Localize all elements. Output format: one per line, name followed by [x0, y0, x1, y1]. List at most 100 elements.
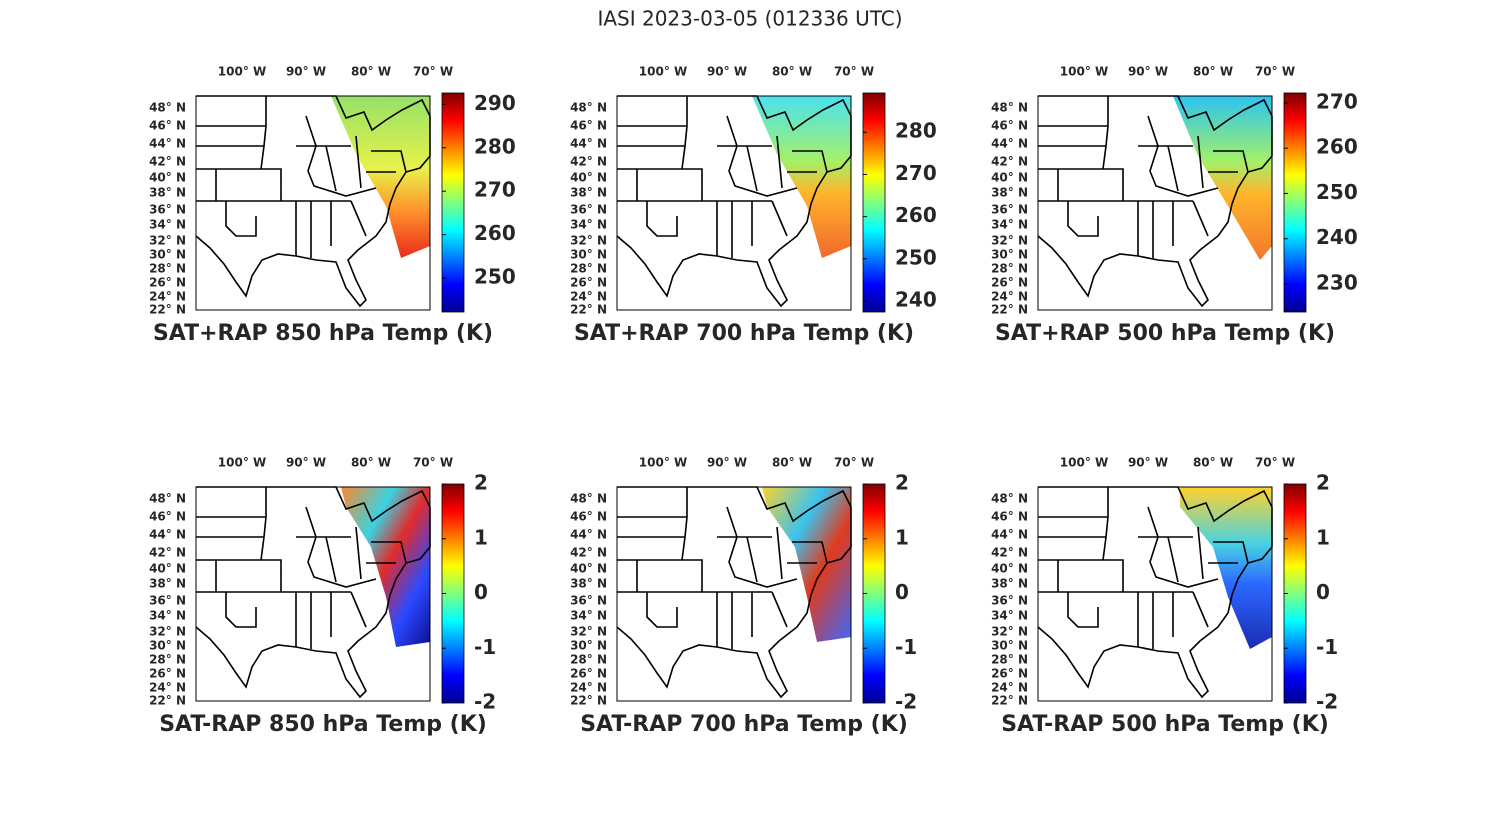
lat-label: 42° N	[991, 546, 1028, 560]
lat-label: 28° N	[570, 653, 607, 667]
panel-title: SAT+RAP 500 hPa Temp (K)	[995, 321, 1335, 346]
map-frame	[616, 486, 852, 702]
map-panel: 100° W 90° W 80° W 70° W 48° N 46° N 44° N 42° …	[991, 456, 1338, 738]
satellite-swath	[752, 96, 851, 258]
lon-label: 70° W	[1255, 65, 1295, 79]
lon-label: 100° W	[639, 65, 687, 79]
lat-label: 40° N	[991, 562, 1028, 576]
colorbar-tick-label: 270	[1316, 89, 1358, 113]
lat-label: 36° N	[149, 203, 186, 217]
lat-label: 32° N	[570, 234, 607, 248]
lon-label: 90° W	[707, 456, 747, 470]
colorbar-tick-label: 1	[474, 525, 488, 549]
map-frame	[616, 95, 852, 311]
lat-label: 26° N	[570, 667, 607, 681]
lon-label: 100° W	[1060, 456, 1108, 470]
lon-label: 70° W	[834, 456, 874, 470]
lat-label: 40° N	[570, 562, 607, 576]
lat-label: 42° N	[570, 546, 607, 560]
panel-title: SAT-RAP 850 hPa Temp (K)	[159, 712, 487, 737]
lon-label: 80° W	[1193, 456, 1233, 470]
lat-label: 48° N	[149, 492, 186, 506]
lat-label: 40° N	[570, 171, 607, 185]
lat-label: 26° N	[991, 276, 1028, 290]
lat-label: 22° N	[991, 303, 1028, 317]
lat-label: 48° N	[570, 492, 607, 506]
lat-label: 32° N	[570, 625, 607, 639]
lon-label: 90° W	[1128, 65, 1168, 79]
lat-label: 32° N	[149, 234, 186, 248]
map-frame	[1037, 486, 1273, 702]
lat-label: 26° N	[149, 667, 186, 681]
lat-label: 44° N	[149, 528, 186, 542]
colorbar-tick-label: 270	[895, 161, 937, 185]
lat-label: 42° N	[991, 155, 1028, 169]
lat-label: 24° N	[991, 290, 1028, 304]
lat-label: 26° N	[570, 276, 607, 290]
colorbar	[862, 92, 886, 313]
lon-label: 100° W	[1060, 65, 1108, 79]
satellite-swath	[1180, 487, 1272, 649]
satellite-swath	[1173, 96, 1272, 260]
colorbar-tick-label: 260	[474, 221, 516, 245]
lon-label: 70° W	[413, 456, 453, 470]
colorbar-tick-label: 1	[1316, 525, 1330, 549]
lat-label: 44° N	[991, 137, 1028, 151]
colorbar-tick-label: 260	[1316, 135, 1358, 159]
colorbar-tick-label: -2	[895, 690, 917, 714]
colorbar-tick-label: 230	[1316, 270, 1358, 294]
lat-label: 40° N	[991, 171, 1028, 185]
colorbar-tick-label: 280	[474, 134, 516, 158]
colorbar-tick-label: 240	[1316, 225, 1358, 249]
lat-label: 34° N	[991, 609, 1028, 623]
lat-label: 30° N	[991, 248, 1028, 262]
lat-label: 44° N	[991, 528, 1028, 542]
lat-label: 48° N	[991, 101, 1028, 115]
lat-label: 28° N	[149, 262, 186, 276]
lat-label: 28° N	[991, 262, 1028, 276]
colorbar	[1283, 92, 1307, 313]
colorbar-tick-label: 270	[474, 178, 516, 202]
lat-label: 22° N	[570, 303, 607, 317]
lat-label: 36° N	[570, 594, 607, 608]
lon-label: 90° W	[707, 65, 747, 79]
satellite-swath	[341, 487, 430, 647]
lat-label: 38° N	[149, 186, 186, 200]
lat-label: 40° N	[149, 171, 186, 185]
lon-label: 90° W	[286, 456, 326, 470]
map-frame	[1037, 95, 1273, 311]
lat-label: 48° N	[991, 492, 1028, 506]
lat-label: 24° N	[570, 681, 607, 695]
lat-label: 48° N	[149, 101, 186, 115]
lat-label: 24° N	[149, 290, 186, 304]
colorbar-tick-label: 250	[1316, 180, 1358, 204]
lon-label: 90° W	[1128, 456, 1168, 470]
lon-label: 80° W	[772, 456, 812, 470]
lat-label: 44° N	[570, 528, 607, 542]
colorbar-tick-label: -2	[1316, 690, 1338, 714]
lat-label: 48° N	[570, 101, 607, 115]
lon-label: 70° W	[1255, 456, 1295, 470]
colorbar-tick-label: 1	[895, 525, 909, 549]
lon-label: 100° W	[218, 456, 266, 470]
lat-label: 30° N	[149, 248, 186, 262]
satellite-swath	[762, 487, 851, 642]
lon-label: 70° W	[413, 65, 453, 79]
lat-label: 30° N	[570, 639, 607, 653]
colorbar-tick-label: 0	[474, 580, 488, 604]
colorbar-tick-label: 250	[895, 245, 937, 269]
colorbar-tick-label: 280	[895, 119, 937, 143]
lat-label: 22° N	[149, 694, 186, 708]
lat-label: 36° N	[991, 203, 1028, 217]
colorbar-tick-label: 250	[474, 265, 516, 289]
lat-label: 36° N	[570, 203, 607, 217]
lat-label: 38° N	[570, 577, 607, 591]
lat-label: 32° N	[991, 234, 1028, 248]
map-panel: 100° W 90° W 80° W 70° W 48° N 46° N 44° N 42° …	[570, 456, 917, 738]
lat-label: 24° N	[991, 681, 1028, 695]
panel-title: SAT-RAP 500 hPa Temp (K)	[1001, 712, 1329, 737]
lat-label: 38° N	[991, 577, 1028, 591]
lat-label: 28° N	[570, 262, 607, 276]
lat-label: 34° N	[570, 609, 607, 623]
lat-label: 42° N	[149, 155, 186, 169]
